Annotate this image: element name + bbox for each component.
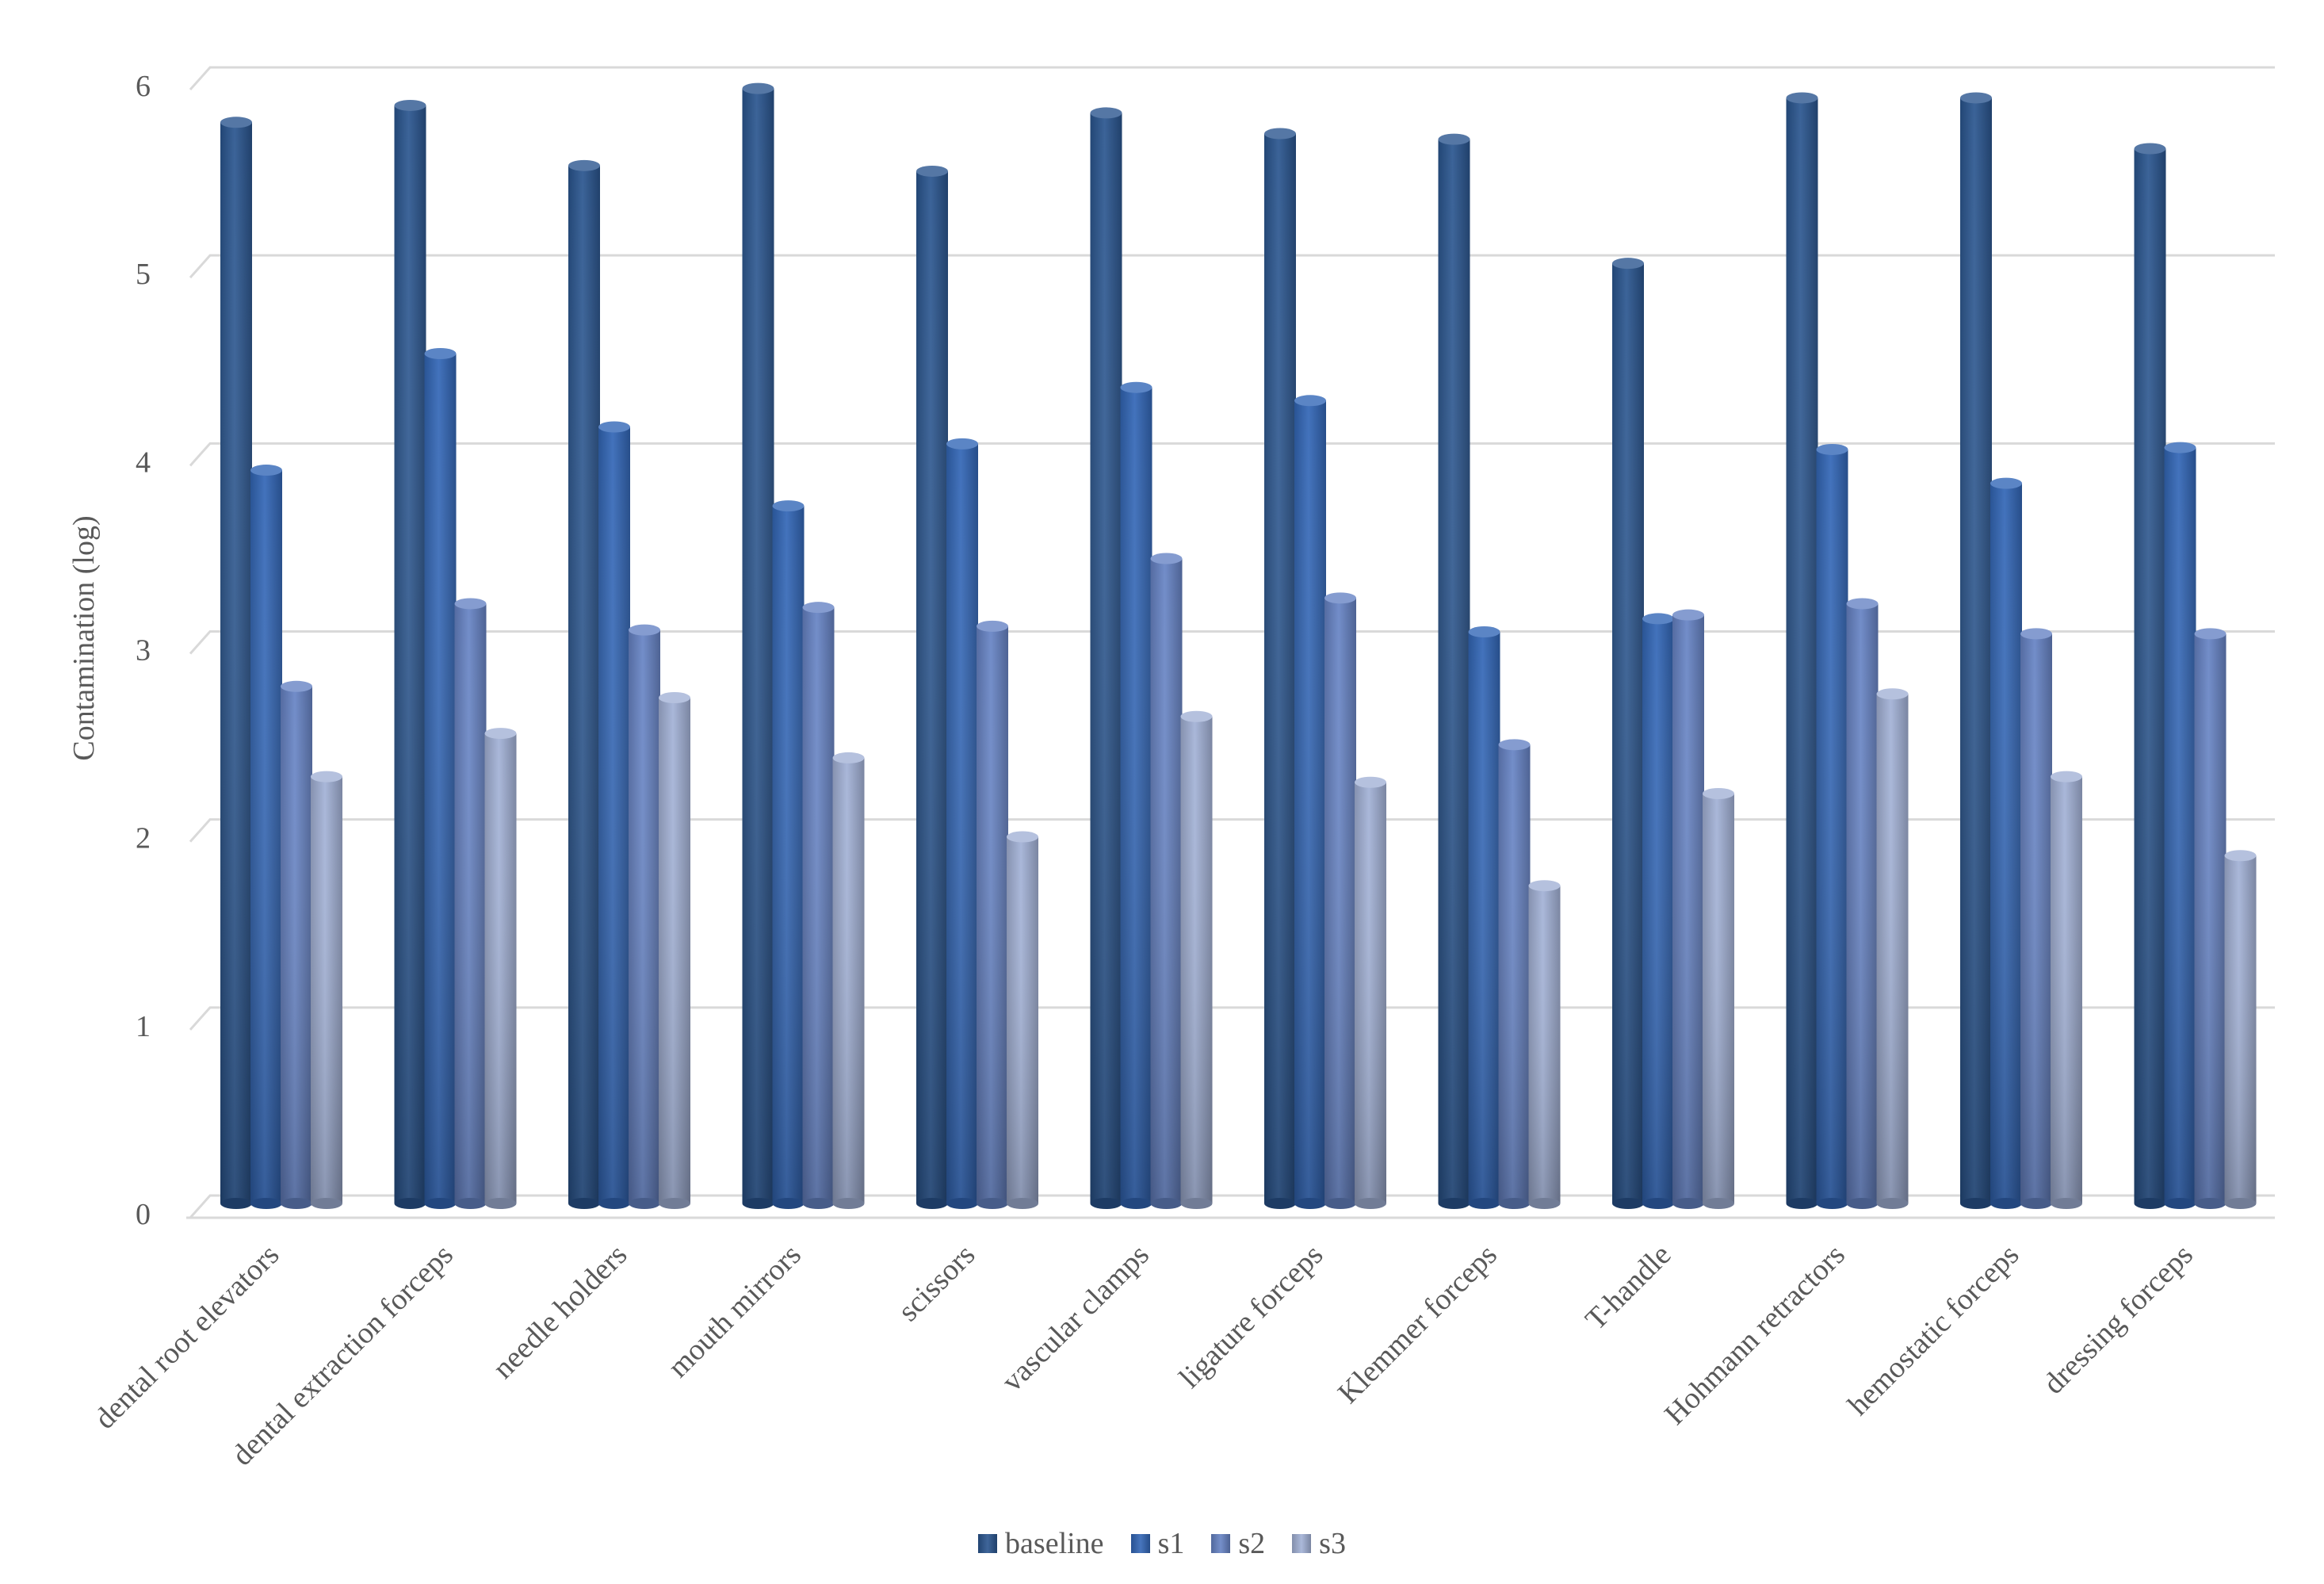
x-tick-label: Hohmann retractors: [1658, 1238, 1852, 1432]
legend-item-baseline: baseline: [978, 1526, 1104, 1561]
bar-s1: [598, 421, 630, 1209]
bar-s3: [2051, 771, 2082, 1209]
y-tick-label: 4: [136, 446, 151, 479]
bar-s2: [1324, 592, 1356, 1209]
y-axis-title: Contamination (log): [67, 515, 101, 760]
y-tick-label: 0: [136, 1198, 151, 1231]
legend-label: s2: [1238, 1527, 1266, 1560]
bar-baseline: [1438, 133, 1470, 1209]
bar-baseline: [568, 159, 600, 1209]
bar-s2: [1498, 739, 1531, 1209]
x-tick-label: mouth mirrors: [662, 1238, 808, 1384]
legend-swatch: [1292, 1534, 1312, 1553]
bar-s1: [1642, 613, 1674, 1209]
bar-s3: [1528, 880, 1561, 1209]
bar-s1: [946, 438, 978, 1209]
bar-s1: [424, 348, 457, 1209]
x-tick-label: scissors: [892, 1238, 981, 1328]
gridline: [189, 442, 2275, 467]
bar-s3: [1007, 831, 1038, 1209]
bar-s2: [1846, 598, 1879, 1209]
y-tick-label: 6: [136, 70, 151, 103]
legend-label: baseline: [1005, 1527, 1104, 1560]
legend-item-s1: s1: [1130, 1526, 1185, 1561]
bar-s3: [1703, 787, 1734, 1209]
bar-baseline: [1960, 92, 1992, 1209]
bar-baseline: [2134, 143, 2166, 1209]
y-tick-labels: 0 1 2 3 4 5 6: [136, 70, 151, 1231]
bar-s2: [1150, 553, 1183, 1209]
y-tick-label: 2: [136, 822, 151, 855]
x-tick-label: needle holders: [487, 1238, 634, 1386]
bar-s2: [977, 620, 1008, 1209]
legend-item-s3: s3: [1292, 1526, 1346, 1561]
bar-s3: [659, 692, 690, 1209]
bar-s1: [1990, 477, 2022, 1209]
bar-s1: [1816, 443, 1848, 1209]
y-tick-label: 5: [136, 258, 151, 291]
gridline: [189, 66, 2275, 90]
x-tick-label: vascular clamps: [996, 1238, 1156, 1398]
x-tick-label: T-handle: [1579, 1238, 1677, 1337]
bar-s3: [2224, 850, 2257, 1209]
legend: baseline s1 s2 s3: [0, 1526, 2324, 1561]
legend-label: s1: [1157, 1527, 1185, 1560]
x-tick-label: dressing forceps: [2037, 1238, 2200, 1401]
legend-swatch: [978, 1534, 998, 1553]
bar-s1: [1468, 626, 1500, 1209]
bar-baseline: [916, 165, 948, 1209]
bar-s2: [2194, 628, 2227, 1209]
bar-s3: [832, 752, 865, 1209]
bar-s2: [629, 624, 660, 1209]
legend-swatch: [1130, 1534, 1150, 1553]
bar-s1: [1120, 381, 1152, 1209]
bar-baseline: [1612, 258, 1644, 1209]
bar-s2: [1672, 609, 1704, 1209]
bar-s1: [1294, 395, 1326, 1209]
gridline: [189, 254, 2275, 279]
bar-s3: [484, 728, 517, 1209]
y-tick-label: 3: [136, 634, 151, 668]
bar-s1: [772, 500, 805, 1209]
x-tick-label: hemostatic forceps: [1841, 1238, 2025, 1422]
bar-s2: [454, 598, 487, 1209]
bar-s3: [1876, 688, 1909, 1209]
bar-baseline: [394, 99, 426, 1209]
gridline: [189, 1194, 2275, 1219]
legend-swatch: [1211, 1534, 1231, 1553]
bar-s3: [1180, 710, 1213, 1209]
bar-baseline: [1786, 92, 1818, 1209]
bar-s3: [1355, 776, 1386, 1209]
bars: [220, 82, 2257, 1209]
bar-s2: [802, 602, 835, 1209]
bar-s2: [281, 680, 312, 1209]
x-tick-label: dental root elevators: [88, 1238, 285, 1436]
gridline: [189, 1006, 2275, 1031]
bar-baseline: [220, 117, 252, 1209]
legend-label: s3: [1319, 1527, 1346, 1560]
legend-item-s2: s2: [1211, 1526, 1265, 1561]
gridline: [189, 630, 2275, 655]
gridline: [189, 818, 2275, 843]
x-tick-label: Klemmer forceps: [1332, 1238, 1504, 1410]
bar-s1: [250, 465, 282, 1209]
bar-baseline: [1090, 107, 1122, 1209]
bar-s1: [2164, 442, 2196, 1209]
bar-s3: [311, 771, 342, 1209]
y-tick-label: 1: [136, 1010, 151, 1043]
bar-baseline: [742, 82, 774, 1209]
gridlines: [189, 66, 2275, 1219]
bar-baseline: [1264, 128, 1296, 1209]
bar-s2: [2020, 628, 2052, 1209]
x-tick-label: ligature forceps: [1173, 1238, 1330, 1395]
